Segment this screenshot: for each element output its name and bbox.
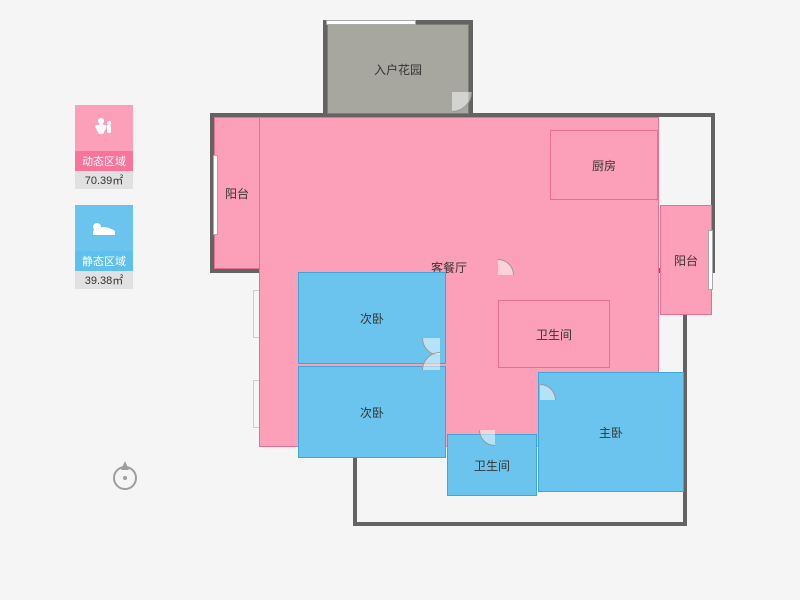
bathroom-1: 卫生间 (498, 300, 610, 368)
floorplan-canvas: 动态区域70.39㎡静态区域39.38㎡入户花园客餐厅阳台厨房阳台卫生间次卧次卧… (0, 0, 800, 600)
balcony-right-label: 阳台 (674, 252, 698, 269)
kitchen: 厨房 (550, 130, 658, 200)
master-bedroom-label: 主卧 (599, 424, 623, 441)
bedroom-2b-label: 次卧 (360, 404, 384, 421)
balcony-left: 阳台 (214, 117, 260, 269)
entrance-garden: 入户花园 (327, 24, 469, 114)
legend-dynamic-label: 动态区域 (75, 151, 133, 171)
legend-static-value: 39.38㎡ (75, 271, 133, 289)
bedroom-2a: 次卧 (298, 272, 446, 364)
balcony-left-label: 阳台 (225, 185, 249, 202)
window-mark (708, 230, 713, 290)
entrance-garden-label: 入户花园 (374, 61, 422, 78)
bathroom-2-label: 卫生间 (474, 457, 510, 474)
legend-dynamic-value: 70.39㎡ (75, 171, 133, 189)
legend-static-icon (75, 205, 133, 251)
legend-static-label: 静态区域 (75, 251, 133, 271)
balcony-right: 阳台 (660, 205, 712, 315)
bathroom-1-label: 卫生间 (536, 326, 572, 343)
master-bedroom: 主卧 (538, 372, 684, 492)
window-mark (326, 20, 416, 25)
legend-dynamic-icon (75, 105, 133, 151)
bedroom-2a-label: 次卧 (360, 310, 384, 327)
legend-static: 静态区域39.38㎡ (75, 205, 133, 289)
bedroom-2b: 次卧 (298, 366, 446, 458)
compass-icon (108, 458, 142, 492)
kitchen-label: 厨房 (592, 157, 616, 174)
window-mark (213, 155, 218, 235)
legend-dynamic: 动态区域70.39㎡ (75, 105, 133, 189)
